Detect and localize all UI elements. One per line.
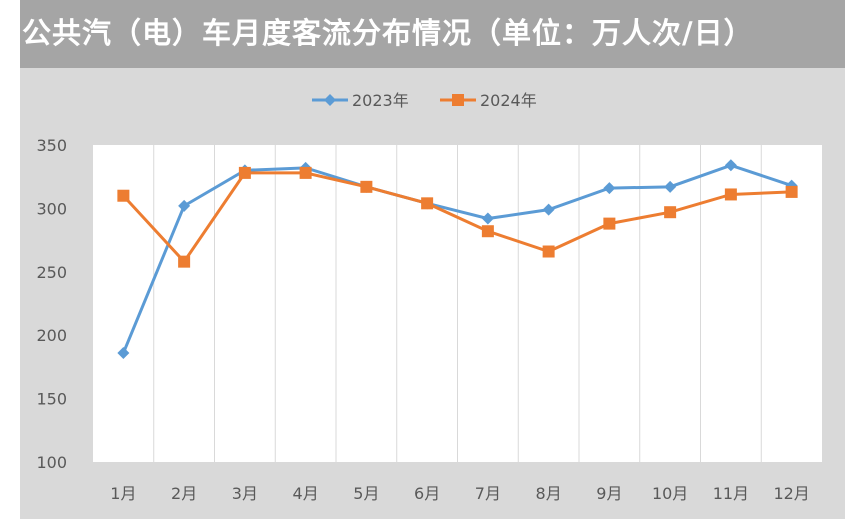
y-tick-label: 350 (36, 136, 67, 155)
data-point (117, 189, 130, 202)
x-tick-label: 3月 (232, 484, 258, 503)
x-tick-label: 4月 (293, 484, 319, 503)
data-point (178, 255, 191, 268)
data-point (238, 166, 251, 179)
legend-item: 2023年 (312, 91, 409, 110)
legend-item: 2024年 (440, 91, 537, 110)
data-point (299, 166, 312, 179)
data-point (178, 199, 191, 212)
data-point (603, 217, 616, 230)
x-tick-label: 6月 (414, 484, 440, 503)
x-tick-label: 5月 (353, 484, 379, 503)
legend-label: 2023年 (352, 91, 409, 110)
series-line (122, 171, 792, 265)
data-point (481, 212, 494, 225)
legend-label: 2024年 (480, 91, 537, 110)
data-point (664, 180, 677, 193)
x-tick-label: 1月 (110, 484, 136, 503)
chart-container: 公共汽（电）车月度客流分布情况（单位：万人次/日） 100 150 200 250 30… (20, 0, 845, 519)
line-chart: 100 150 200 250 300 350 1月 2月 3月 4月 5月 6月 7月 8月 9月 10月 1… (36, 91, 822, 503)
data-point (542, 245, 555, 258)
x-tick-label: 2月 (171, 484, 197, 503)
data-point (117, 346, 130, 359)
data-point (542, 203, 555, 216)
data-point (481, 225, 494, 238)
y-tick-label: 250 (36, 263, 67, 282)
data-point (421, 197, 434, 210)
y-tick-label: 100 (36, 453, 67, 472)
x-tick-label: 9月 (596, 484, 622, 503)
y-tick-label: 150 (36, 390, 67, 409)
data-point (724, 188, 737, 201)
series-line (121, 163, 793, 354)
y-tick-label: 200 (36, 326, 67, 345)
x-tick-label: 7月 (475, 484, 501, 503)
x-tick-label: 8月 (536, 484, 562, 503)
chart-title: 公共汽（电）车月度客流分布情况（单位：万人次/日） (20, 0, 845, 68)
data-point (785, 185, 798, 198)
x-tick-label: 12月 (773, 484, 809, 503)
x-tick-label: 10月 (652, 484, 688, 503)
data-point (360, 180, 373, 193)
series-2024年 (117, 166, 798, 268)
data-point (724, 159, 737, 172)
x-tick-label: 11月 (713, 484, 749, 503)
data-point (603, 182, 616, 195)
data-point (664, 206, 677, 219)
y-tick-label: 300 (36, 199, 67, 218)
